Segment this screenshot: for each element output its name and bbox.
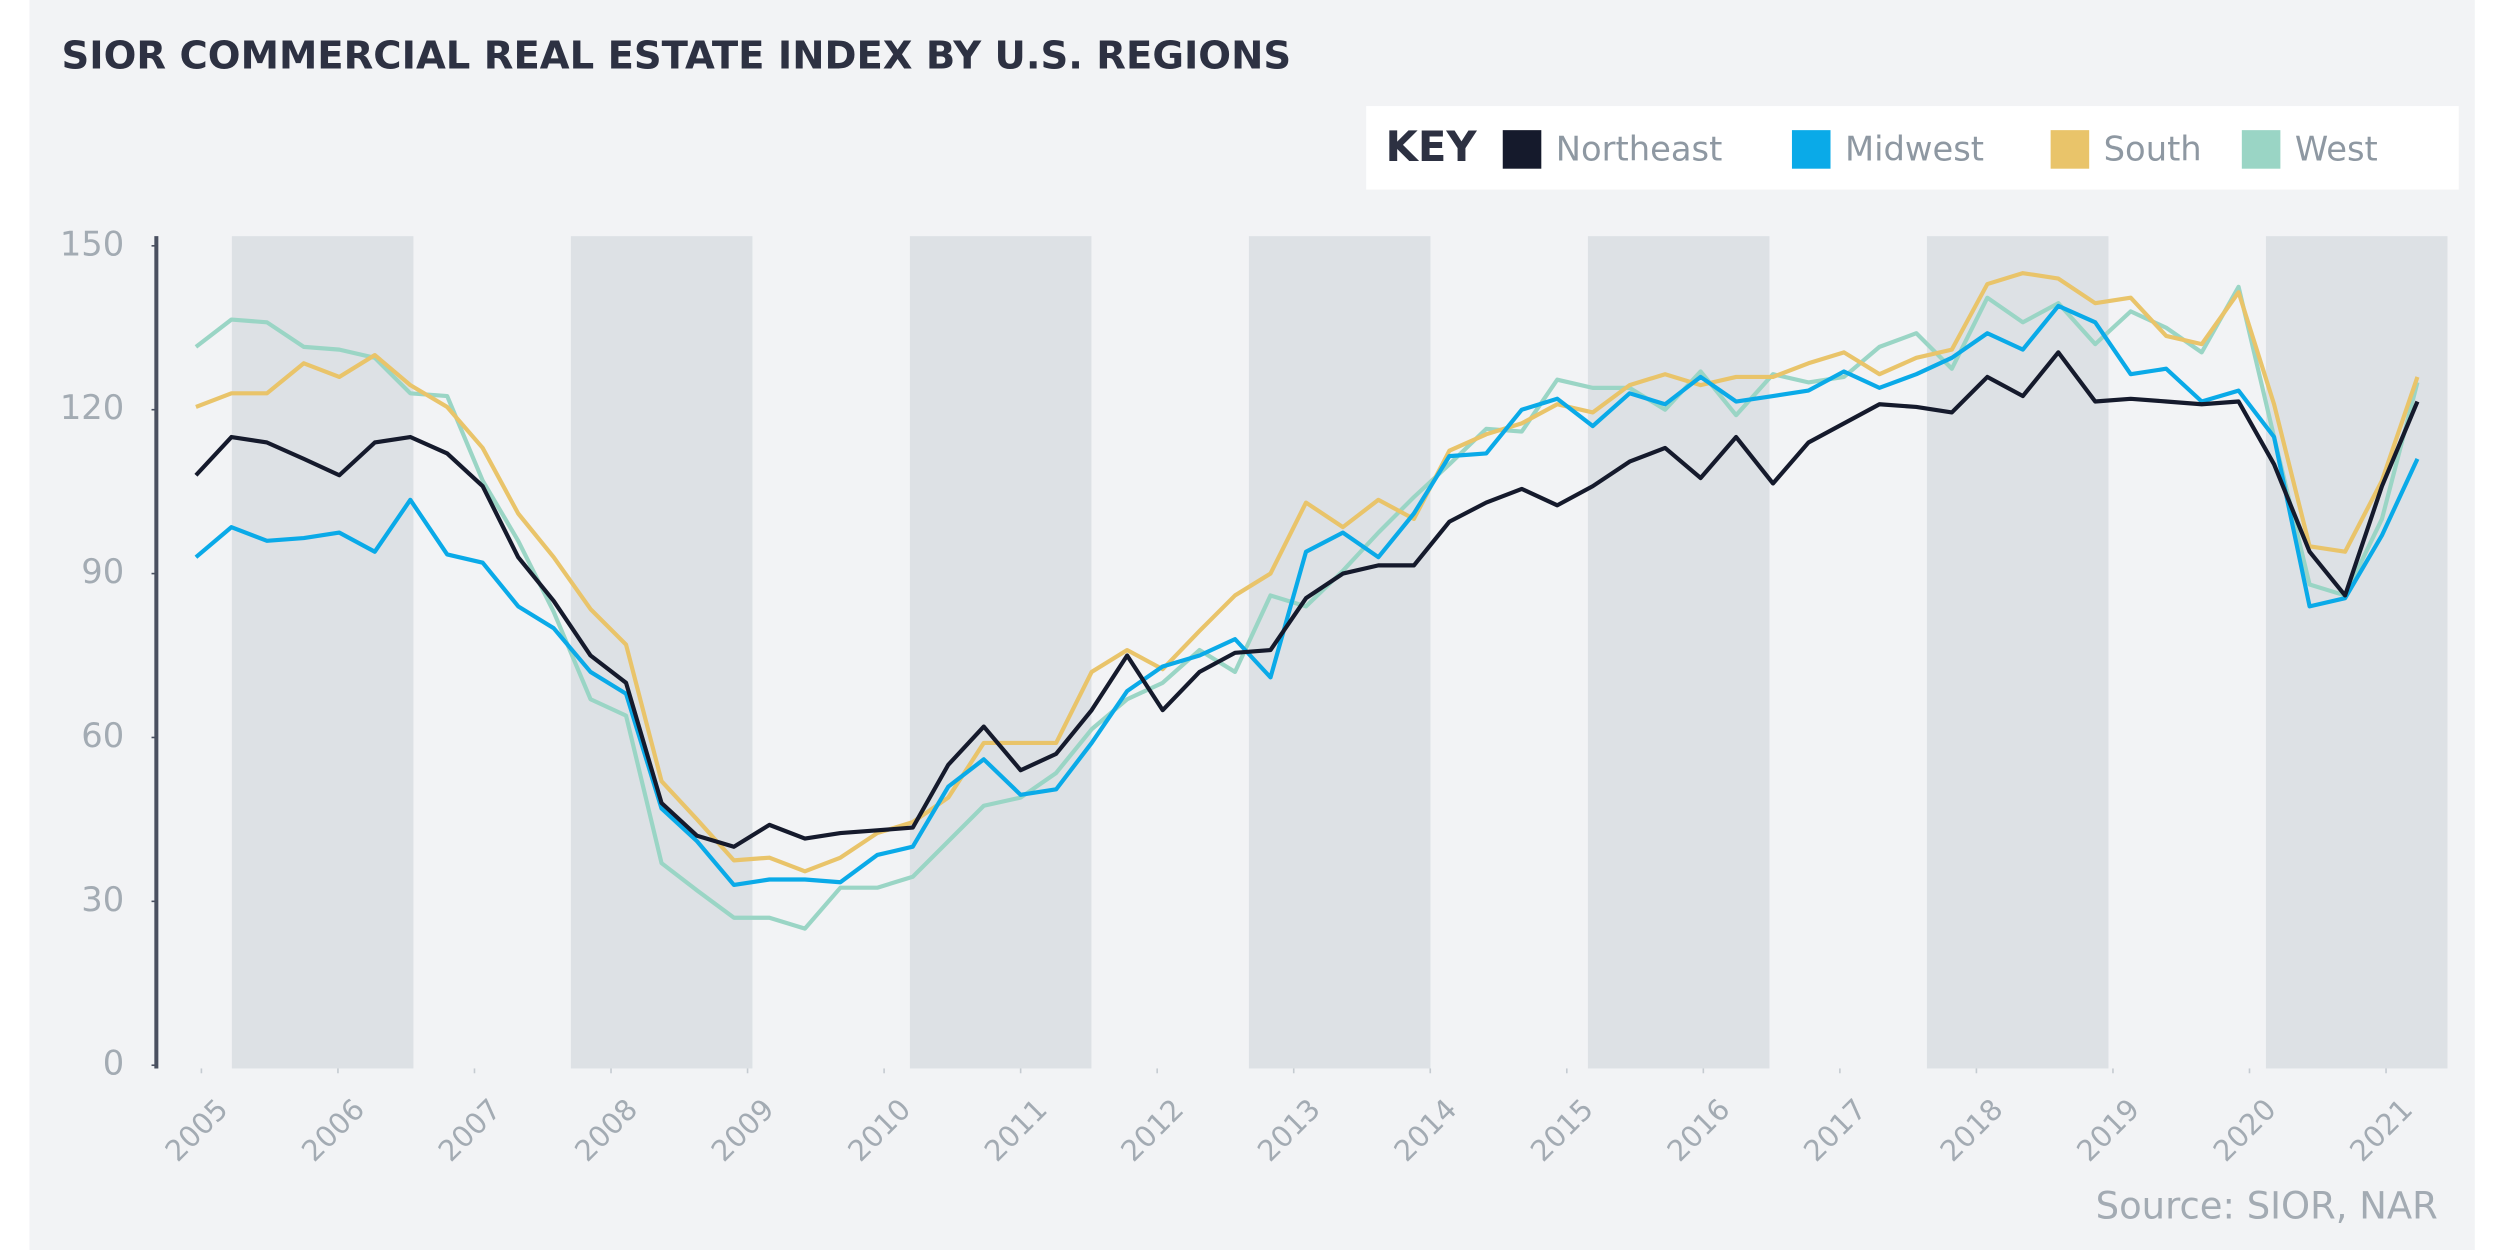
band xyxy=(231,236,414,1069)
band xyxy=(1926,236,2109,1069)
legend-swatch xyxy=(2241,130,2281,169)
band xyxy=(1587,236,1770,1069)
y-tick-label: 30 xyxy=(81,880,124,919)
source: Source: SIOR, NAR xyxy=(2096,1185,2438,1228)
y-tick-label: 150 xyxy=(60,224,124,263)
legend-swatch xyxy=(1502,130,1542,169)
band xyxy=(2265,236,2448,1069)
legend-label: West xyxy=(2295,130,2378,169)
legend-swatch xyxy=(2050,130,2090,169)
legend-label: South xyxy=(2104,130,2202,169)
legend-label: Midwest xyxy=(1845,130,1984,169)
series-line xyxy=(194,350,2420,849)
y-tick-label: 60 xyxy=(81,716,124,755)
y-tick-label: 0 xyxy=(103,1044,124,1083)
band xyxy=(909,236,1092,1069)
legend-swatch xyxy=(1791,130,1831,169)
band xyxy=(570,236,753,1069)
legend-title: KEY xyxy=(1385,122,1477,171)
chart-title: SIOR COMMERCIAL REAL ESTATE INDEX BY U.S… xyxy=(62,33,1292,78)
series-line xyxy=(194,303,2420,888)
y-tick-label: 90 xyxy=(81,552,124,591)
series-line xyxy=(195,271,2420,874)
legend-label: Northeast xyxy=(1556,130,1723,169)
y-tick-label: 120 xyxy=(60,388,124,427)
